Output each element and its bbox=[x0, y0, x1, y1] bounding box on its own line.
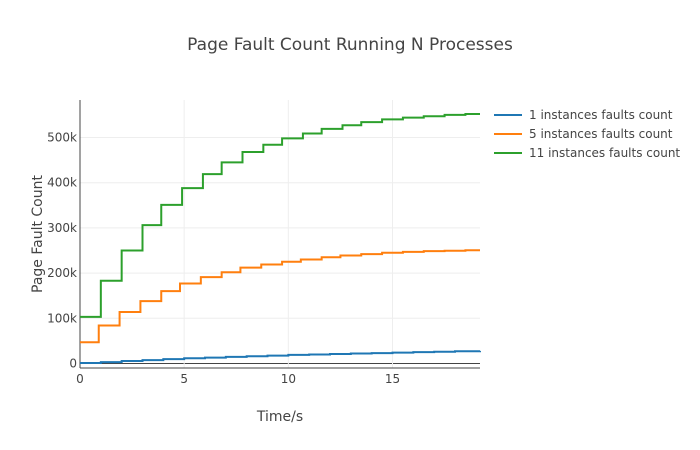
y-tick-label: 0 bbox=[69, 356, 77, 370]
y-tick-label: 400k bbox=[47, 176, 77, 190]
series-line-3 bbox=[80, 113, 480, 318]
x-tick-label: 5 bbox=[180, 372, 188, 386]
grid-layer bbox=[80, 100, 480, 368]
x-tick-label: 15 bbox=[385, 372, 400, 386]
legend-label: 5 instances faults count bbox=[529, 127, 673, 141]
y-tick-label: 300k bbox=[47, 221, 77, 235]
series-layer bbox=[80, 113, 481, 365]
series-line-2 bbox=[80, 249, 480, 344]
y-tick-label: 100k bbox=[47, 311, 77, 325]
axes-layer: 0 100k 200k 300k 400k 500k 0 5 10 15 bbox=[47, 100, 480, 386]
y-tick-label: 500k bbox=[47, 131, 77, 145]
chart-title: Page Fault Count Running N Processes bbox=[187, 35, 513, 55]
y-axis-title: Page Fault Count bbox=[30, 175, 46, 293]
series-line-1 bbox=[80, 350, 481, 365]
legend: 1 instances faults count 5 instances faul… bbox=[494, 108, 680, 160]
x-tick-label: 0 bbox=[76, 372, 84, 386]
y-tick-label: 200k bbox=[47, 266, 77, 280]
x-axis-title: Time/s bbox=[256, 409, 303, 425]
legend-label: 1 instances faults count bbox=[529, 108, 673, 122]
x-tick-label: 10 bbox=[281, 372, 296, 386]
legend-label: 11 instances faults count bbox=[529, 146, 680, 160]
